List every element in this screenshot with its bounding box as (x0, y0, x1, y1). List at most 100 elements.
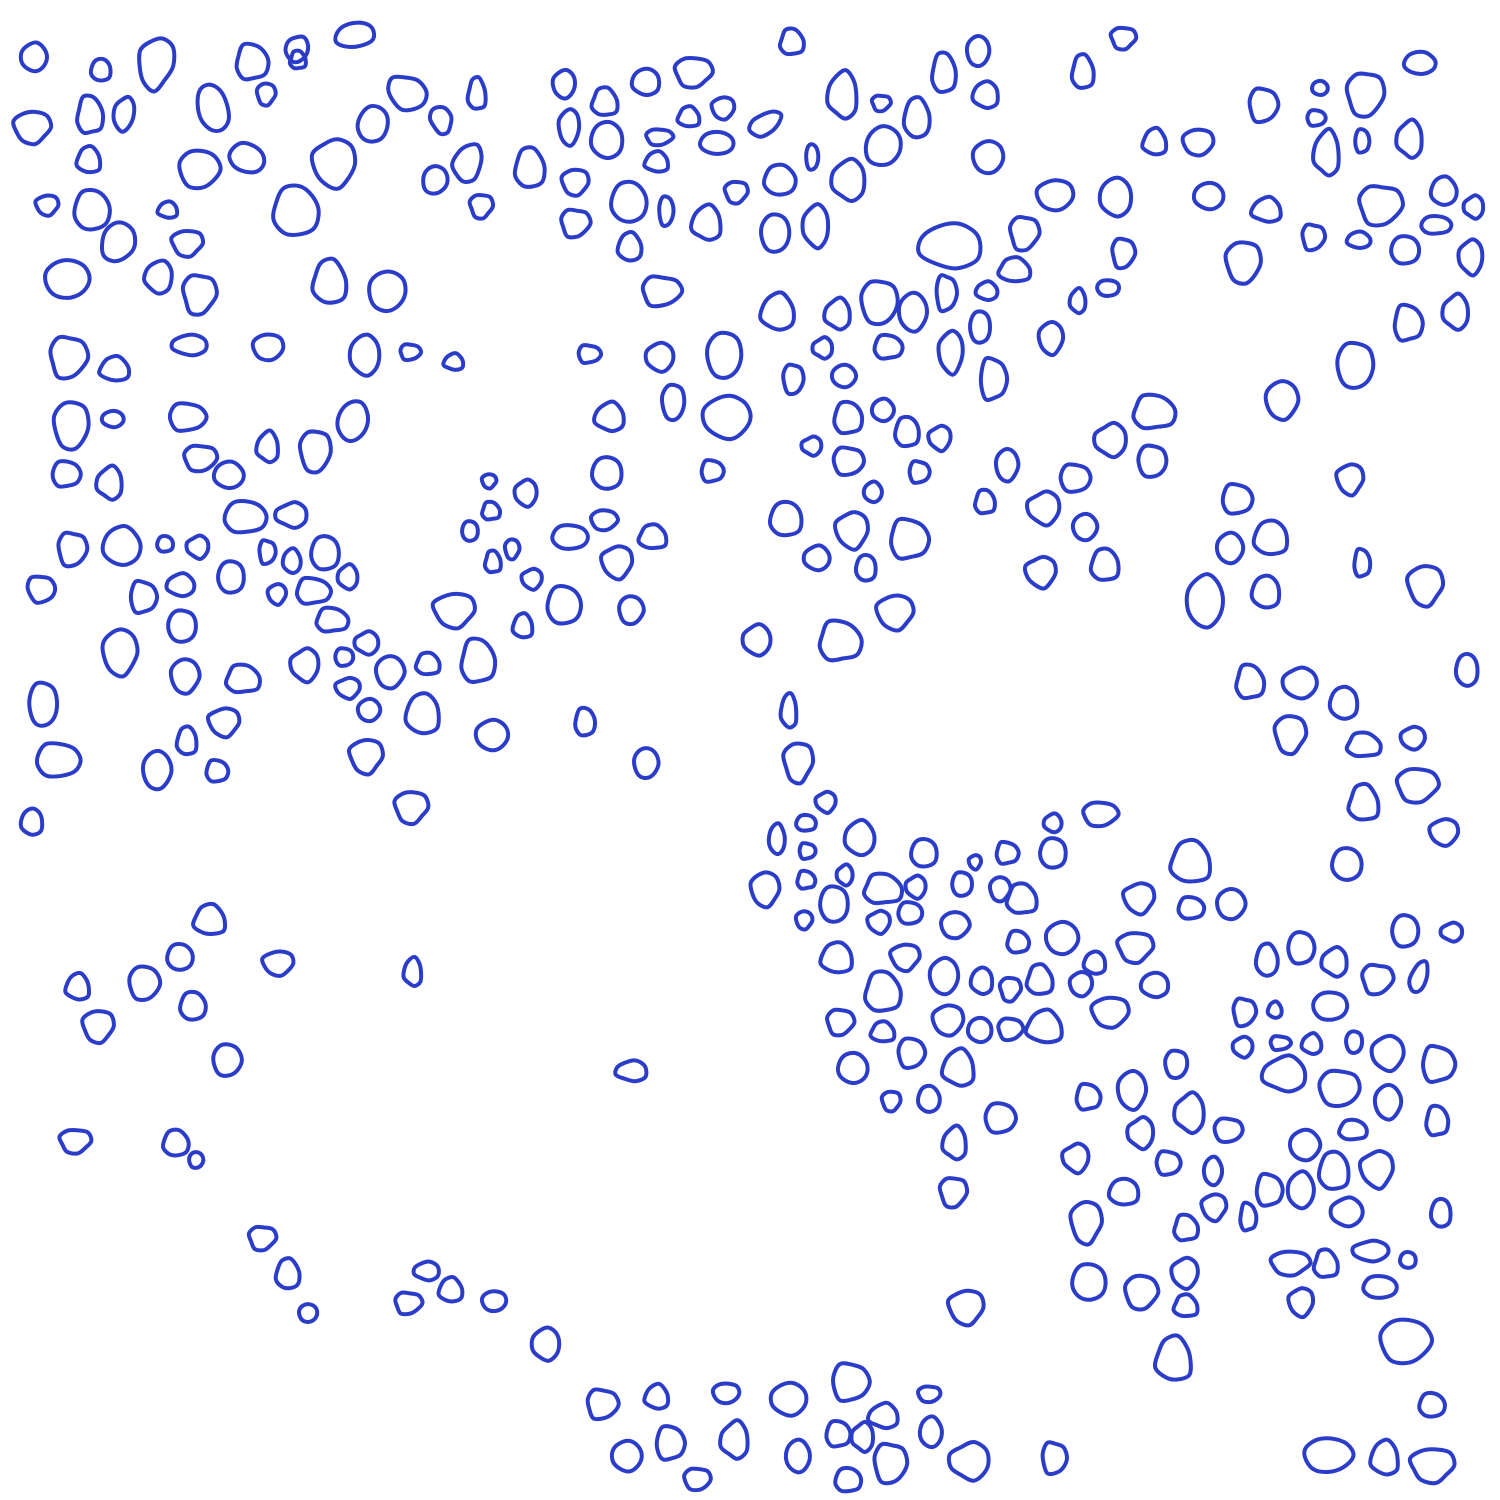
blob-outline (174, 724, 199, 757)
blob-outline (1461, 193, 1486, 221)
blob-outline (479, 1289, 509, 1314)
blob-outline (642, 149, 671, 174)
blob-outline (421, 164, 450, 196)
blob-outline (165, 941, 195, 972)
blob-outline (709, 95, 737, 122)
blob-outline (166, 608, 198, 644)
blob-outline (1247, 86, 1281, 125)
blob-outline (889, 516, 932, 561)
blob-outline (1152, 1333, 1193, 1382)
blob-outline (1427, 817, 1461, 848)
blob-outline (155, 199, 180, 220)
blob-outline (722, 179, 750, 206)
blob-outline (333, 646, 356, 668)
blob-outline (346, 737, 385, 777)
blob-outline (297, 429, 333, 475)
blob-outline (822, 295, 852, 332)
blob-outline (1330, 846, 1364, 882)
blob-outline (80, 1009, 116, 1046)
blob-outline (169, 332, 209, 358)
blob-outline (872, 1441, 910, 1486)
blob-outline (1268, 1034, 1293, 1053)
blob-outline (917, 1414, 944, 1450)
blob-outline (740, 622, 773, 658)
blob-outline (909, 837, 939, 869)
blob-outline (1191, 180, 1226, 212)
blob-outline (25, 574, 58, 605)
blob-outline (660, 382, 687, 423)
blob-outline (824, 1419, 853, 1449)
blob-outline (978, 355, 1010, 402)
blob-outline (869, 93, 893, 114)
blob-outline (1106, 1176, 1141, 1207)
blob-outline (818, 884, 850, 924)
blob-outline (100, 220, 138, 264)
blob-outline (970, 139, 1006, 176)
blob-outline (1163, 1048, 1190, 1080)
blob-outline (801, 543, 832, 573)
blob-outline (966, 853, 984, 872)
blob-outline (1311, 990, 1350, 1022)
blob-outline (936, 328, 965, 377)
blob-outline (1220, 482, 1255, 516)
blob-outline (589, 85, 620, 117)
blob-outline (818, 940, 854, 975)
blob-outline (927, 955, 961, 997)
blob-outline (853, 552, 878, 583)
blob-outline (211, 459, 246, 491)
blob-outline (849, 1419, 875, 1454)
blob-outline (672, 55, 715, 90)
blob-outline (480, 499, 503, 522)
blob-outline (996, 1016, 1026, 1043)
blob-outline (654, 1424, 687, 1462)
blob-outline (997, 975, 1024, 1004)
blob-outline (1346, 781, 1381, 822)
blob-outline (128, 578, 160, 615)
blob-outline (573, 705, 598, 738)
blob-outline (1171, 1292, 1200, 1319)
blob-outline (781, 741, 816, 786)
blob-outline (1453, 651, 1480, 688)
blob-outline (768, 1380, 809, 1418)
blob-outline (18, 806, 45, 837)
blob-outline (479, 472, 499, 491)
blob-outline (1310, 78, 1330, 98)
blob-outline (355, 104, 390, 144)
blob-outline (127, 964, 163, 1002)
blob-outline (1394, 117, 1424, 160)
blob-outline (632, 746, 661, 781)
blob-outline (869, 396, 896, 424)
blob-outline (164, 571, 197, 599)
blob-outline (216, 559, 246, 595)
blob-outline (297, 1302, 320, 1324)
blob-outline (246, 1224, 279, 1253)
blob-outline (294, 575, 333, 606)
blob-outline (1357, 184, 1405, 228)
blob-outline (1036, 320, 1066, 358)
blob-outline (1407, 1447, 1457, 1486)
blob-outline (1405, 564, 1446, 609)
blob-outline (227, 140, 267, 175)
blob-outline (1230, 1034, 1255, 1060)
blob-outline (1040, 1440, 1069, 1477)
blob-outline (1417, 1390, 1447, 1419)
blob-outline (1251, 518, 1290, 557)
blob-outline (585, 1387, 621, 1422)
blob-outline (74, 144, 103, 175)
blob-outline (280, 546, 303, 576)
blob-outline (861, 479, 884, 505)
blob-outline (874, 593, 916, 633)
blob-outline (1074, 1081, 1103, 1112)
blob-outline (467, 192, 496, 221)
blob-outline (950, 870, 974, 898)
blob-outline (829, 156, 867, 204)
blob-outline (1176, 895, 1207, 921)
blob-outline (1110, 236, 1138, 271)
blob-outline (1378, 1317, 1434, 1366)
blob-outline (1060, 1141, 1091, 1176)
blob-outline (825, 68, 859, 121)
blob-outline (1299, 1031, 1324, 1057)
blob-outline (1201, 1154, 1225, 1188)
blob-outline (1401, 49, 1438, 76)
